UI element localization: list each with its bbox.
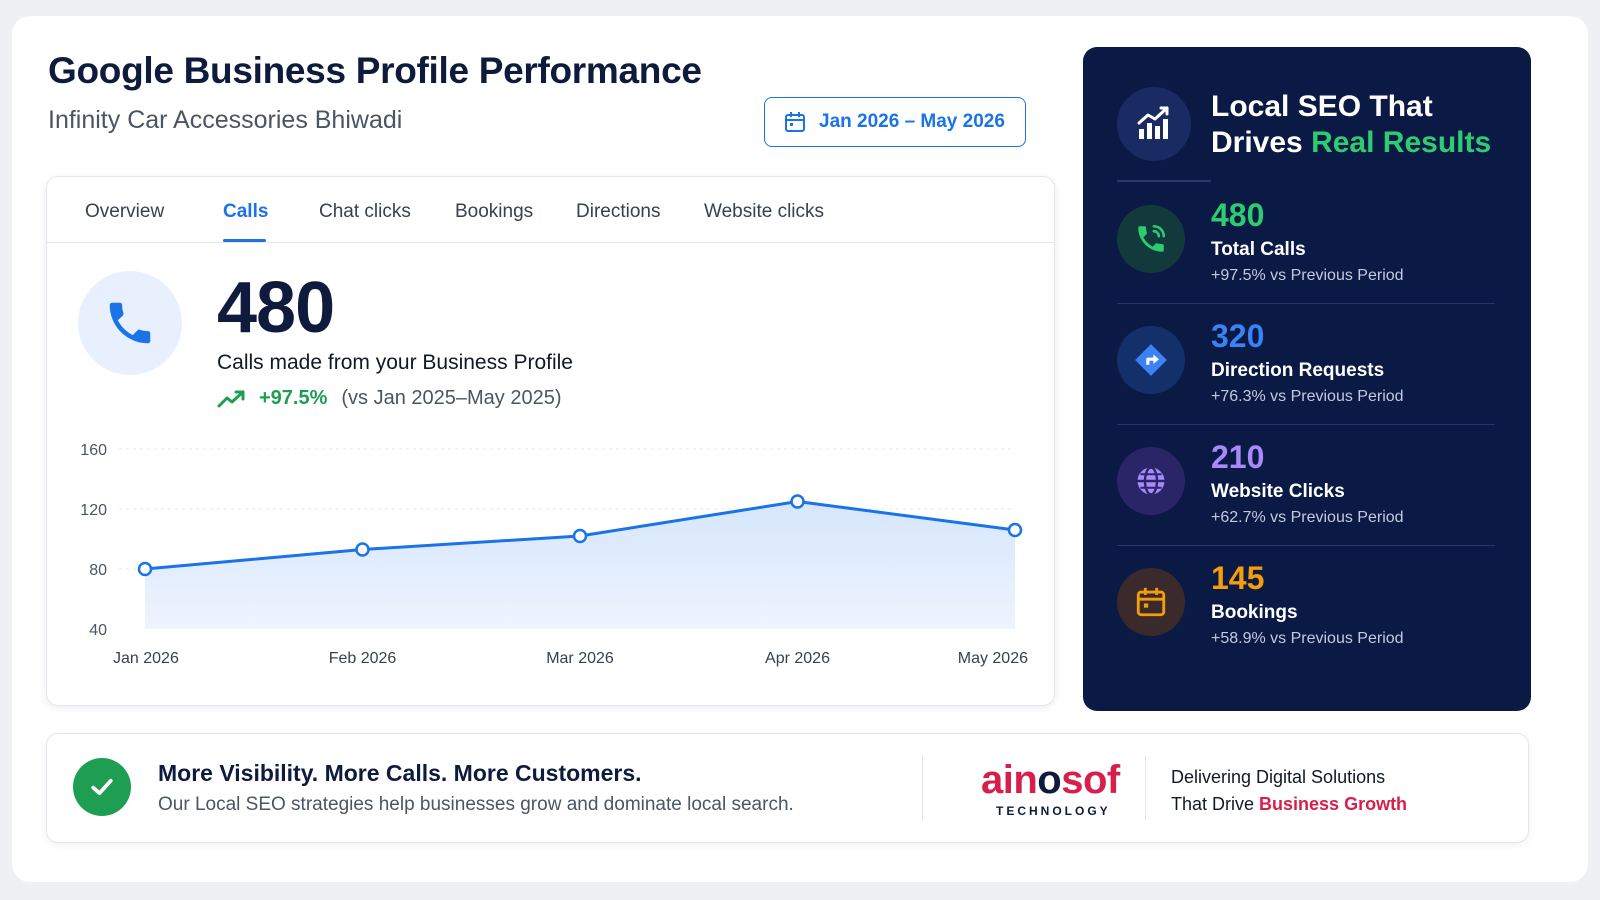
stat-value: 320 <box>1211 318 1265 354</box>
business-name: Infinity Car Accessories Bhiwadi <box>48 106 403 134</box>
calls-comparison-period: (vs Jan 2025–May 2025) <box>341 387 562 409</box>
tab-calls[interactable]: Calls <box>223 201 269 222</box>
calls-line-chart: 40 80 120 160 Jan 2026 Feb 2026 Mar 2026 Apr 20… <box>80 442 1028 667</box>
x-tick-label: Feb 2026 <box>329 650 397 667</box>
tab-directions[interactable]: Directions <box>576 201 661 222</box>
globe-icon <box>1137 466 1165 496</box>
stat-icon-badge <box>1117 326 1185 394</box>
banner-separator <box>1145 756 1146 820</box>
phone-icon <box>1138 224 1166 252</box>
logo-part: sof <box>1061 758 1120 802</box>
check-badge <box>73 758 131 816</box>
calendar-icon <box>785 112 805 132</box>
stat-value: 145 <box>1211 560 1265 596</box>
banner-separator <box>922 756 923 820</box>
data-point <box>355 542 370 557</box>
panel-title-line1: Local SEO That <box>1211 90 1433 123</box>
banner-headline: More Visibility. More Calls. More Custom… <box>158 760 642 786</box>
metric-card: Overview Calls Chat clicks Bookings Dire… <box>46 176 1055 706</box>
tagline-prefix: That Drive <box>1171 794 1260 814</box>
page-title: Google Business Profile Performance <box>48 50 702 91</box>
calls-change-row: +97.5% (vs Jan 2025–May 2025) <box>217 387 562 410</box>
stat-divider <box>1117 424 1495 425</box>
trending-up-icon <box>217 390 245 407</box>
y-tick-label: 120 <box>80 502 107 519</box>
stat-direction-requests: 320 Direction Requests +76.3% vs Previou… <box>1117 304 1495 425</box>
stat-change: +62.7% vs Previous Period <box>1211 509 1404 526</box>
stat-label: Direction Requests <box>1211 360 1385 381</box>
tab-website-clicks[interactable]: Website clicks <box>704 201 825 222</box>
data-point <box>572 528 588 544</box>
x-tick-label: Mar 2026 <box>546 650 614 667</box>
stat-total-calls: 480 Total Calls +97.5% vs Previous Perio… <box>1117 183 1495 304</box>
stat-label: Website Clicks <box>1211 481 1345 502</box>
tagline-line1: Delivering Digital Solutions <box>1171 767 1386 787</box>
stat-change: +58.9% vs Previous Period <box>1211 630 1404 647</box>
data-point <box>790 494 805 509</box>
area-fill <box>145 501 1015 629</box>
calendar-icon <box>1136 587 1166 617</box>
tagline-line2: That Drive Business Growth <box>1171 794 1407 815</box>
stat-bookings: 145 Bookings +58.9% vs Previous Period <box>1117 546 1495 667</box>
stat-label: Bookings <box>1211 602 1298 623</box>
stat-divider <box>1117 545 1495 546</box>
data-point <box>1007 522 1023 538</box>
panel-icon-badge <box>1117 87 1191 161</box>
calls-icon-badge <box>78 271 182 375</box>
metric-tabs: Overview Calls Chat clicks Bookings Dire… <box>47 177 1054 243</box>
tab-bookings[interactable]: Bookings <box>455 201 534 222</box>
date-range-button[interactable]: Jan 2026 – May 2026 <box>764 97 1026 147</box>
x-tick-label: Jan 2026 <box>113 650 179 667</box>
active-tab-indicator <box>223 239 266 242</box>
y-tick-label: 160 <box>80 442 107 459</box>
stat-change: +97.5% vs Previous Period <box>1211 267 1404 284</box>
y-tick-label: 80 <box>89 562 107 579</box>
x-tick-label: Apr 2026 <box>765 650 830 667</box>
stat-change: +76.3% vs Previous Period <box>1211 388 1404 405</box>
stat-website-clicks: 210 Website Clicks +62.7% vs Previous Pe… <box>1117 425 1495 546</box>
panel-title-accent: Real Results <box>1311 126 1492 159</box>
stat-label: Total Calls <box>1211 239 1306 260</box>
stat-value: 210 <box>1211 439 1265 475</box>
calls-description: Calls made from your Business Profile <box>217 351 573 374</box>
stat-icon-badge <box>1117 568 1185 636</box>
chart-growth-icon <box>1137 106 1169 139</box>
tagline-accent: Business Growth <box>1259 794 1408 814</box>
logo-part: ain <box>981 758 1038 802</box>
y-tick-label: 40 <box>89 622 107 639</box>
panel-title-prefix: Drives <box>1211 126 1312 159</box>
stat-icon-badge <box>1117 447 1185 515</box>
date-range-label: Jan 2026 – May 2026 <box>819 111 1005 132</box>
tab-overview[interactable]: Overview <box>85 201 165 222</box>
panel-divider <box>1117 180 1211 182</box>
logo-subtitle: TECHNOLOGY <box>996 804 1111 818</box>
stat-icon-badge <box>1117 205 1185 273</box>
data-point <box>137 561 153 577</box>
tab-chat-clicks[interactable]: Chat clicks <box>319 201 411 222</box>
phone-icon <box>109 302 151 344</box>
calls-total: 480 <box>217 268 335 348</box>
panel-title: Local SEO That Drives Real Results <box>1211 89 1511 161</box>
stat-value: 480 <box>1211 197 1265 233</box>
company-logo: ainosof <box>981 760 1120 800</box>
footer-banner: More Visibility. More Calls. More Custom… <box>46 733 1529 843</box>
logo-part: o <box>1037 758 1062 802</box>
x-tick-label: May 2026 <box>958 650 1028 667</box>
calls-change-percent: +97.5% <box>259 387 328 409</box>
panel-title-line2: Drives Real Results <box>1211 125 1511 161</box>
seo-results-panel: Local SEO That Drives Real Results 480 T… <box>1083 47 1531 711</box>
banner-subline: Our Local SEO strategies help businesses… <box>158 794 794 815</box>
directions-icon <box>1135 344 1167 376</box>
stat-divider <box>1117 303 1495 304</box>
check-icon <box>91 778 113 796</box>
